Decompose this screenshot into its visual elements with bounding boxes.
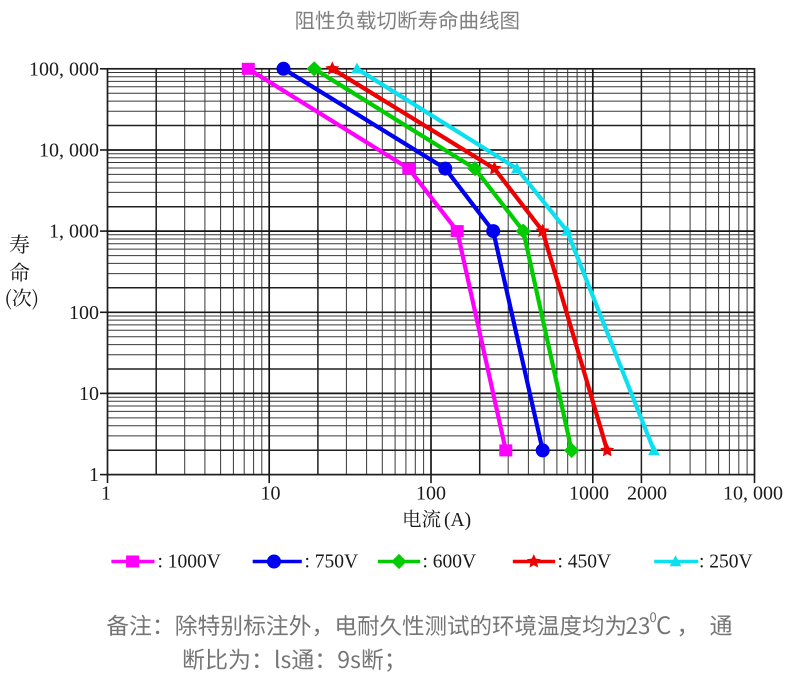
- svg-text:: 1000V: : 1000V: [158, 552, 221, 573]
- svg-text:1: 1: [101, 483, 111, 505]
- svg-text:: 600V: : 600V: [423, 552, 477, 573]
- svg-text:100: 100: [416, 483, 446, 505]
- svg-text:10: 10: [79, 383, 99, 405]
- svg-text:1, 000: 1, 000: [49, 221, 99, 243]
- svg-text:: 450V: : 450V: [558, 552, 612, 573]
- svg-text:1000: 1000: [569, 483, 609, 505]
- svg-text:1: 1: [89, 464, 99, 486]
- svg-text:(A): (A): [444, 510, 471, 531]
- svg-text:10, 000: 10, 000: [723, 483, 783, 505]
- svg-text:: 750V: : 750V: [305, 552, 359, 573]
- svg-text:10, 000: 10, 000: [39, 140, 99, 162]
- svg-text:10: 10: [261, 483, 281, 505]
- svg-text:2000: 2000: [627, 483, 667, 505]
- svg-text:100, 000: 100, 000: [29, 58, 99, 80]
- svg-text:100: 100: [69, 302, 99, 324]
- svg-text:: 250V: : 250V: [699, 552, 753, 573]
